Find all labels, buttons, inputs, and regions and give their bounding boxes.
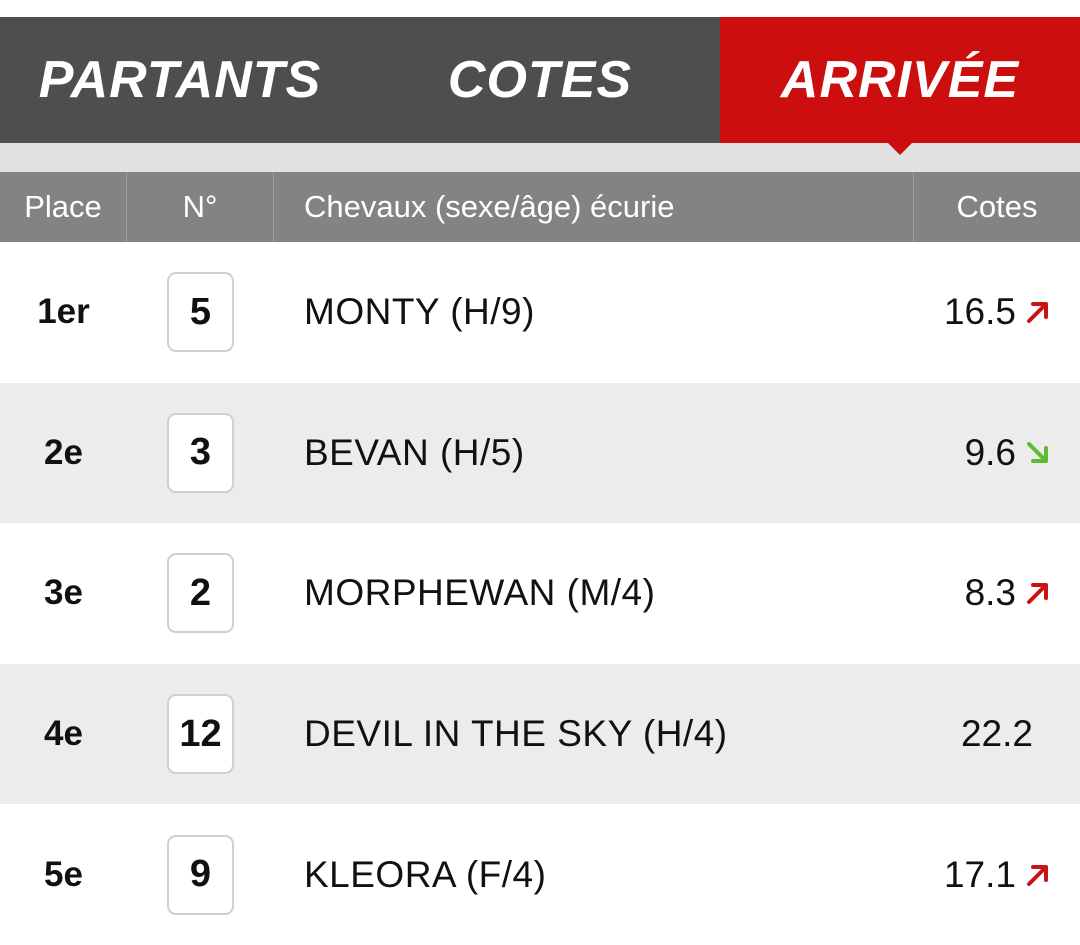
horse-name: DEVIL IN THE SKY (H/4) [304,713,728,755]
horse-name: MORPHEWAN (M/4) [304,572,656,614]
odds-value: 16.5 [943,291,1016,333]
odds-cell: 22.2 [914,664,1080,805]
horse-name: MONTY (H/9) [304,291,535,333]
odds-cell: 16.5 [914,242,1080,383]
odds-cell: 9.6 [914,383,1080,524]
number-cell: 9 [127,804,274,945]
number-cell: 2 [127,523,274,664]
spacer-band [0,143,1080,172]
horse-number-badge: 3 [167,412,234,493]
table-row[interactable]: 4e 12 DEVIL IN THE SKY (H/4) 22.2 [0,663,1080,805]
number-cell: 3 [127,383,274,524]
top-strip [0,0,1080,17]
table-header: Place N° Chevaux (sexe/âge) écurie Cotes [0,172,1080,242]
header-horse: Chevaux (sexe/âge) écurie [274,172,914,242]
table-row[interactable]: 5e 9 KLEORA (F/4) 17.1 [0,804,1080,945]
horse-number-badge: 9 [167,834,234,915]
active-tab-pointer [888,143,912,155]
tab-label: COTES [447,51,633,109]
odds-value: 17.1 [943,853,1016,895]
header-number: N° [127,172,274,242]
trend-down-icon [1024,439,1052,467]
number-cell: 5 [127,242,274,383]
trend-up-icon [1024,298,1052,326]
place-cell: 2e [44,432,83,472]
place-cell: 3e [44,573,83,613]
table-row[interactable]: 2e 3 BEVAN (H/5) 9.6 [0,382,1080,524]
trend-up-icon [1024,579,1052,607]
place-cell: 5e [44,854,83,894]
header-place: Place [0,172,127,242]
odds-cell: 17.1 [914,804,1080,945]
horse-name: BEVAN (H/5) [304,431,525,473]
horse-name: KLEORA (F/4) [304,853,547,895]
number-cell: 12 [127,664,274,805]
table-row[interactable]: 1er 5 MONTY (H/9) 16.5 [0,242,1080,383]
odds-value: 8.3 [964,572,1016,614]
tab-partants[interactable]: PARTANTS [0,17,360,143]
horse-number-badge: 5 [167,272,234,353]
header-odds: Cotes [956,189,1038,224]
tab-arrivee[interactable]: ARRIVÉE [720,17,1080,155]
trend-up-icon [1024,861,1052,889]
place-cell: 4e [44,714,83,754]
place-cell: 1er [37,292,90,332]
tab-bar: PARTANTS COTES ARRIVÉE [0,17,1080,155]
results-list: 1er 5 MONTY (H/9) 16.5 2e 3 BEVAN (H/5) 9.6 3e 2 M… [0,242,1080,945]
tab-label: ARRIVÉE [780,51,1020,109]
odds-value: 22.2 [960,713,1033,755]
table-row[interactable]: 3e 2 MORPHEWAN (M/4) 8.3 [0,523,1080,664]
tab-label: PARTANTS [38,51,322,109]
tab-cotes[interactable]: COTES [360,17,720,143]
odds-value: 9.6 [964,431,1016,473]
horse-number-badge: 12 [167,694,234,775]
odds-cell: 8.3 [914,523,1080,664]
horse-number-badge: 2 [167,553,234,634]
